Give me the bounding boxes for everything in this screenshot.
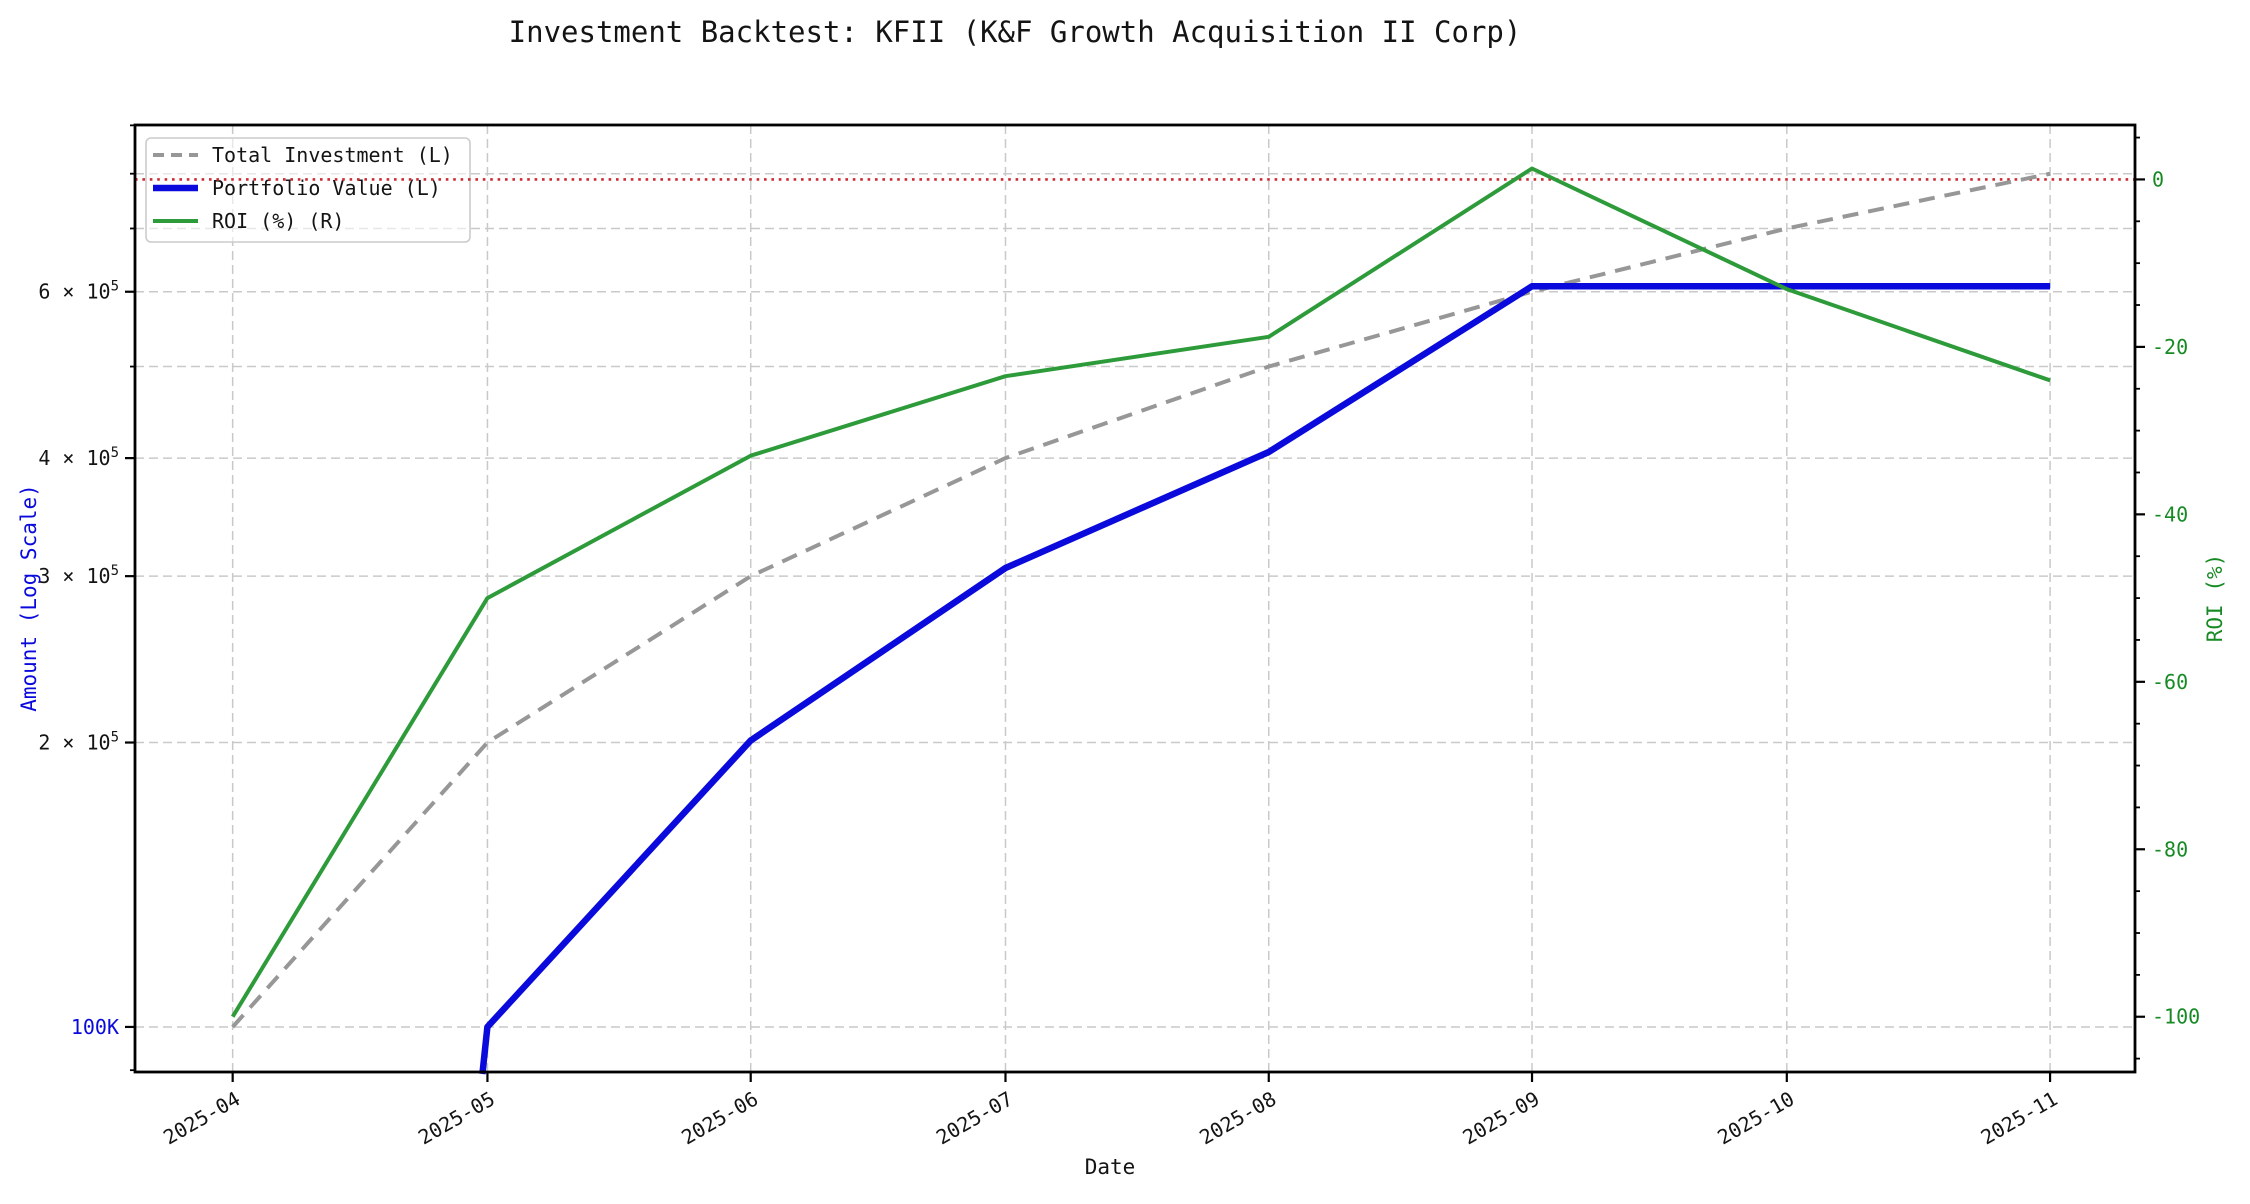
series-line-total-investment-l bbox=[231, 171, 2051, 1029]
y-left-tick-label: 4 × 105 bbox=[38, 445, 119, 470]
series-lines bbox=[230, 166, 2051, 1075]
y-right-tick-label: 0 bbox=[2152, 167, 2164, 191]
plot-area bbox=[135, 125, 2135, 1072]
series-line-roi-r bbox=[230, 166, 2051, 1018]
y-right-axis-label: ROI (%) bbox=[2203, 554, 2227, 643]
legend-item-label: Total Investment (L) bbox=[212, 143, 453, 167]
y-left-tick-label: 100K bbox=[71, 1015, 119, 1039]
y-left-tick-label: 6 × 105 bbox=[38, 279, 119, 304]
series-line-portfolio-value-l bbox=[479, 283, 2051, 1075]
y-right-tick-label: -80 bbox=[2152, 837, 2188, 861]
legend-item: Total Investment (L) bbox=[153, 143, 453, 167]
y-right-tick-label: -60 bbox=[2152, 670, 2188, 694]
legend: Total Investment (L)Portfolio Value (L)R… bbox=[145, 137, 471, 243]
y-left-tick-label: 3 × 105 bbox=[38, 563, 119, 588]
y-right-tick-label: -20 bbox=[2152, 335, 2188, 359]
y-right-tick-label: -100 bbox=[2152, 1005, 2200, 1029]
legend-box bbox=[145, 137, 471, 243]
gridlines bbox=[135, 125, 2135, 1072]
y-left-tick-label: 2 × 105 bbox=[38, 730, 119, 755]
legend-item-label: ROI (%) (R) bbox=[212, 209, 344, 233]
y-right-tick-label: -40 bbox=[2152, 502, 2188, 526]
plot-border-spines bbox=[133, 123, 2137, 1074]
chart-title: Investment Backtest: KFII (K&F Growth Ac… bbox=[509, 15, 1522, 49]
legend-item: ROI (%) (R) bbox=[153, 209, 344, 233]
y-left-axis-label: Amount (Log Scale) bbox=[17, 484, 41, 712]
x-axis-label: Date bbox=[1085, 1155, 1136, 1179]
